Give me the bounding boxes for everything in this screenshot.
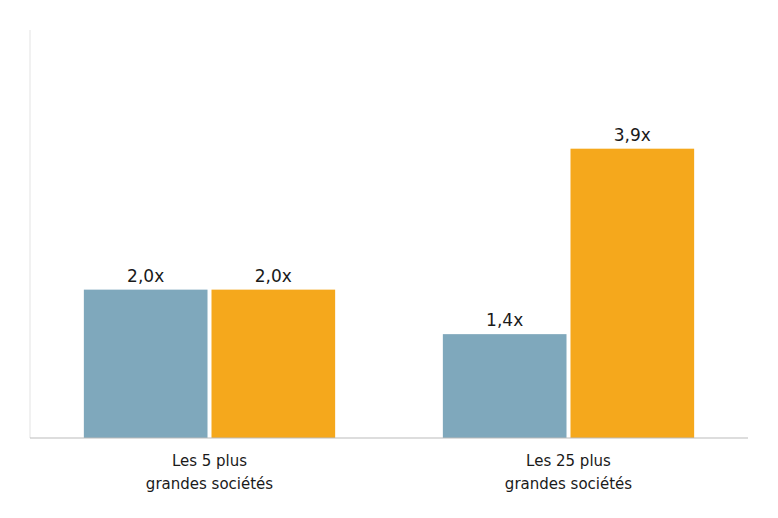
x-tick-label: Les 5 plusgrandes sociétés: [146, 452, 273, 493]
chart: 2,0x 1,4x 2,0x 3,9x Les 5 plusgrandes sociét…: [0, 0, 778, 518]
plot-area: [30, 30, 748, 438]
bar: [443, 334, 567, 438]
x-tick-label: Les 25 plusgrandes sociétés: [505, 452, 632, 493]
data-labels: 2,0x 1,4x 2,0x 3,9x: [127, 125, 651, 330]
bar: [571, 149, 695, 438]
data-label: 2,0x: [127, 266, 164, 286]
data-label: 3,9x: [614, 125, 651, 145]
data-label: 2,0x: [255, 266, 292, 286]
x-axis: Les 5 plusgrandes sociétés Les 25 plusgra…: [146, 452, 632, 493]
y-axis-line: [30, 30, 31, 438]
bars: [84, 149, 694, 438]
bar: [84, 290, 208, 438]
x-axis-line: [30, 438, 748, 439]
bar: [212, 290, 336, 438]
data-label: 1,4x: [486, 310, 523, 330]
